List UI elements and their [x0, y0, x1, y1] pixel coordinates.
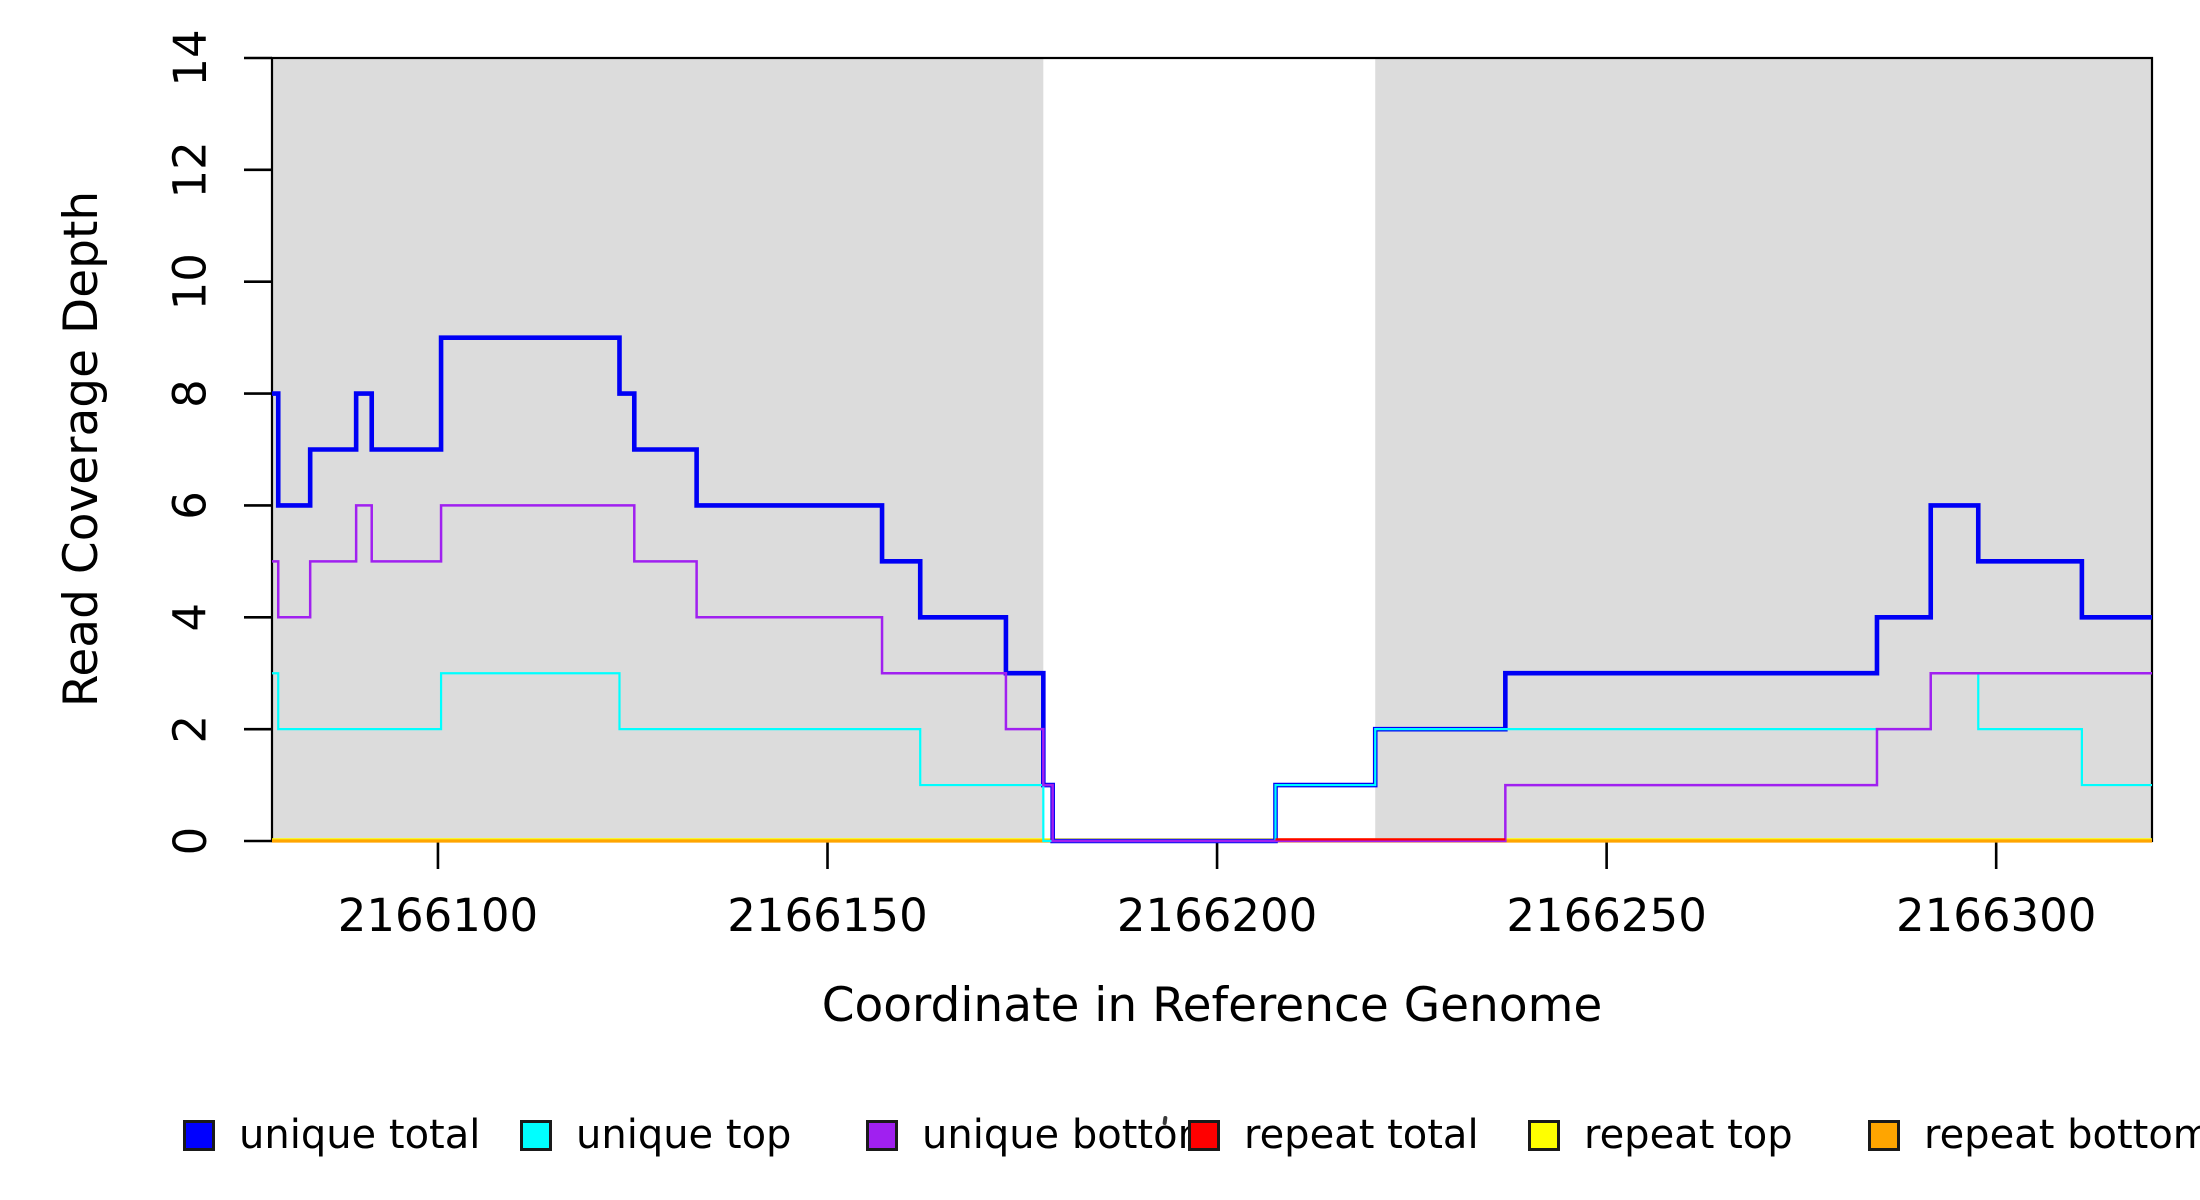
y-axis-title: Read Coverage Depth [54, 190, 109, 708]
y-tick-label: 10 [164, 253, 217, 310]
legend-label: repeat total [1244, 1112, 1479, 1158]
legend-item-unique-bottom: unique bottom [866, 1112, 1217, 1158]
y-tick-label: 2 [164, 715, 217, 744]
legend-label: unique bottom [922, 1112, 1217, 1158]
x-tick-label: 2166250 [1506, 889, 1706, 942]
series-line-unique-bottom [272, 504, 2152, 843]
legend-swatch-repeat-top [1528, 1119, 1560, 1151]
legend-item-repeat-top: repeat top [1528, 1112, 1793, 1158]
legend-item-repeat-total: repeat total [1188, 1112, 1479, 1158]
legend: unique total unique top unique bottom re… [0, 1112, 2200, 1172]
x-tick-label: 2166300 [1896, 889, 2096, 942]
x-tick-label: 2166150 [727, 889, 927, 942]
x-tick-label: 2166200 [1117, 889, 1317, 942]
x-axis-title: Coordinate in Reference Genome [821, 978, 1603, 1033]
legend-swatch-unique-top [520, 1119, 552, 1151]
y-tick-label: 6 [164, 491, 217, 520]
legend-label: unique total [239, 1112, 481, 1158]
legend-label: unique top [576, 1112, 792, 1158]
legend-swatch-unique-total [183, 1119, 215, 1151]
y-tick-label: 12 [164, 141, 217, 198]
legend-item-unique-total: unique total [183, 1112, 480, 1158]
x-tick-label: 2166100 [338, 889, 538, 942]
y-tick-label: 4 [164, 603, 217, 632]
y-tick-label: 14 [164, 29, 217, 86]
chart-canvas: 2166100 2166150 2166200 2166250 2166300 0 2 4 6 8… [164, 29, 2154, 942]
legend-label: repeat bottom [1924, 1112, 2200, 1158]
legend-swatch-unique-bottom [866, 1119, 898, 1151]
legend-item-repeat-bottom: repeat bottom [1868, 1112, 2200, 1158]
series-line-unique-total [272, 335, 2152, 844]
right-shaded-region [1375, 58, 2152, 841]
legend-item-unique-top: unique top [520, 1112, 791, 1158]
y-tick-label: 8 [164, 379, 217, 408]
legend-swatch-repeat-bottom [1868, 1119, 1900, 1151]
legend-swatch-repeat-total [1188, 1119, 1220, 1151]
legend-label: repeat top [1584, 1112, 1793, 1158]
y-tick-label: 0 [164, 827, 217, 856]
